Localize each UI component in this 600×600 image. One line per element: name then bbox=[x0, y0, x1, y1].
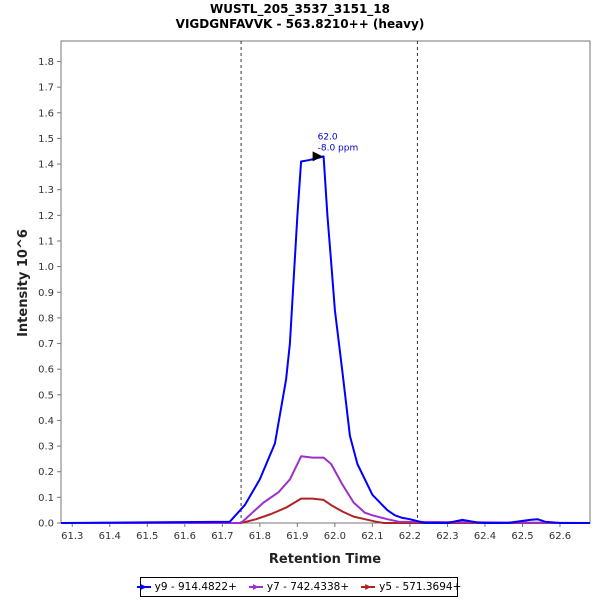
y-tick-label: 0.0 bbox=[38, 519, 54, 530]
chart-title: WUSTL_205_3537_3151_18 bbox=[210, 2, 390, 17]
legend-item-y5: y5 - 571.3694+ bbox=[361, 581, 461, 593]
legend-swatch-y9 bbox=[136, 586, 151, 588]
y-tick-label: 1.5 bbox=[38, 134, 54, 145]
y-tick-label: 0.3 bbox=[38, 442, 54, 453]
y-tick-label: 1.2 bbox=[38, 211, 54, 222]
x-tick-label: 62.2 bbox=[399, 531, 421, 542]
plot-area: 0.0 0.1 0.2 0.3 0.4 0.5 0.6 0.7 0.8 0.9 1.0 1.1 1.2 1… bbox=[38, 40, 591, 542]
chart-subtitle: VIGDGNFAVVK - 563.8210++ (heavy) bbox=[176, 17, 425, 31]
legend-label-y7: y7 - 742.4338+ bbox=[266, 581, 350, 593]
legend: y9 - 914.4822+ y7 - 742.4338+ y5 - 571.3… bbox=[136, 577, 461, 597]
legend-label-y5: y5 - 571.3694+ bbox=[379, 581, 462, 593]
x-tick-label: 62.1 bbox=[361, 531, 383, 542]
y-tick-label: 1.1 bbox=[38, 236, 54, 247]
x-tick-label: 61.6 bbox=[174, 531, 196, 542]
x-axis-label: Retention Time bbox=[269, 552, 381, 567]
series-line-y5 bbox=[61, 497, 590, 524]
legend-label-y9: y9 - 914.4822+ bbox=[154, 581, 237, 593]
peak-annotation-rt: 62.0 bbox=[318, 132, 338, 142]
x-tick-label: 62.3 bbox=[436, 531, 458, 542]
y-tick-label: 0.7 bbox=[38, 339, 54, 350]
x-tick-label: 62.4 bbox=[474, 531, 496, 542]
x-tick-label: 61.8 bbox=[249, 531, 271, 542]
legend-swatch-y5 bbox=[361, 586, 376, 588]
x-tick-label: 61.3 bbox=[61, 531, 83, 542]
y-tick-label: 0.8 bbox=[38, 313, 54, 324]
peak-annotation-ppm: -8.0 ppm bbox=[318, 143, 359, 153]
y-tick-label: 1.7 bbox=[38, 83, 54, 94]
legend-item-y9: y9 - 914.4822+ bbox=[136, 581, 237, 593]
peak-marker bbox=[312, 151, 323, 162]
x-tick-label: 62.0 bbox=[324, 531, 346, 542]
y-tick-label: 1.8 bbox=[38, 57, 54, 68]
x-tick-label: 62.5 bbox=[511, 531, 533, 542]
y-tick-label: 0.5 bbox=[38, 390, 54, 401]
x-tick-label: 62.6 bbox=[549, 531, 571, 542]
y-tick-label: 1.6 bbox=[38, 108, 54, 119]
series-line-y7 bbox=[61, 455, 591, 524]
y-tick-label: 0.9 bbox=[38, 288, 54, 299]
x-tick-label: 61.5 bbox=[136, 531, 158, 542]
legend-swatch-y7 bbox=[248, 586, 263, 588]
x-tick-label: 61.9 bbox=[286, 531, 308, 542]
x-tick-label: 61.4 bbox=[99, 531, 121, 542]
y-tick-label: 0.1 bbox=[38, 493, 54, 504]
y-tick-label: 1.0 bbox=[38, 262, 54, 273]
y-tick-label: 1.4 bbox=[38, 160, 54, 171]
x-tick-label: 61.7 bbox=[211, 531, 233, 542]
legend-item-y7: y7 - 742.4338+ bbox=[248, 581, 350, 593]
y-tick-label: 1.3 bbox=[38, 185, 54, 196]
y-tick-label: 0.4 bbox=[38, 416, 54, 427]
y-tick-label: 0.6 bbox=[38, 365, 54, 376]
y-tick-label: 0.2 bbox=[38, 467, 54, 478]
y-axis-label: Intensity 10^6 bbox=[16, 229, 31, 337]
series-line-y9 bbox=[60, 155, 590, 524]
plot-frame bbox=[60, 40, 591, 524]
